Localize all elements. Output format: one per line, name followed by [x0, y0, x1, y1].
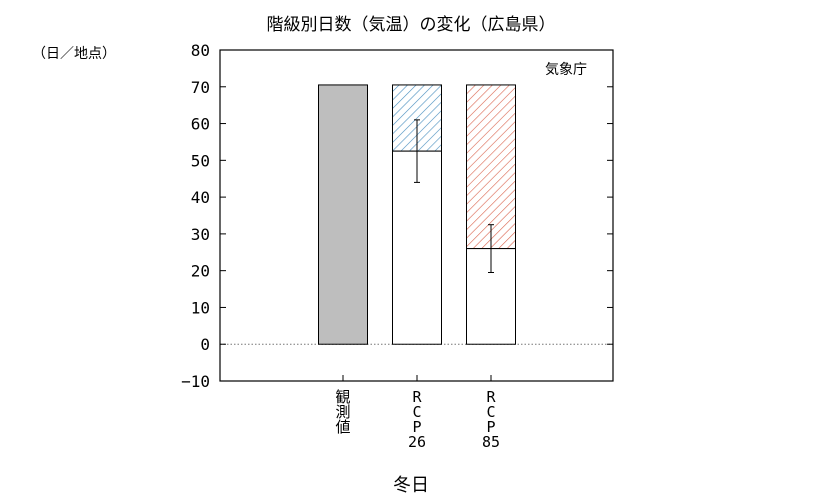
bar-observed: [318, 84, 368, 345]
plot-frame: [219, 49, 614, 382]
y-tick-label: 30: [191, 225, 210, 244]
x-tick-label: P: [486, 418, 495, 436]
y-tick-label: 20: [191, 262, 210, 281]
bar-rcp26: [392, 150, 442, 345]
source-label: 気象庁: [545, 62, 587, 78]
y-tick-label: 70: [191, 78, 210, 97]
plot-area: [220, 49, 613, 382]
x-tick-label: P: [412, 418, 421, 436]
x-tick-label: C: [412, 403, 421, 421]
x-tick-label: 26: [408, 433, 426, 451]
error-bar-rcp85: [488, 224, 494, 274]
bar-rcp85-decrease: [466, 84, 516, 250]
chart-title: 階級別日数（気温）の変化（広島県）: [267, 15, 556, 35]
x-axis-label: 冬日: [393, 475, 429, 496]
y-tick-label: 0: [200, 335, 210, 354]
y-tick-label: 50: [191, 151, 210, 170]
x-tick-label: C: [486, 403, 495, 421]
y-tick-label: 60: [191, 115, 210, 134]
x-tick-label: 85: [482, 433, 500, 451]
y-tick-label: 10: [191, 298, 210, 317]
y-axis-label: （日／地点）: [32, 46, 116, 62]
error-bar-rcp26: [414, 119, 420, 183]
x-tick-label: 観: [335, 388, 350, 406]
y-tick-label: 80: [191, 41, 210, 60]
x-tick-label: 測: [335, 403, 350, 421]
x-tick-label: R: [412, 388, 422, 406]
x-tick-label: 値: [335, 418, 350, 436]
x-tick-label: R: [486, 388, 496, 406]
y-tick-label: 40: [191, 188, 210, 207]
y-tick-label: −10: [181, 372, 210, 391]
